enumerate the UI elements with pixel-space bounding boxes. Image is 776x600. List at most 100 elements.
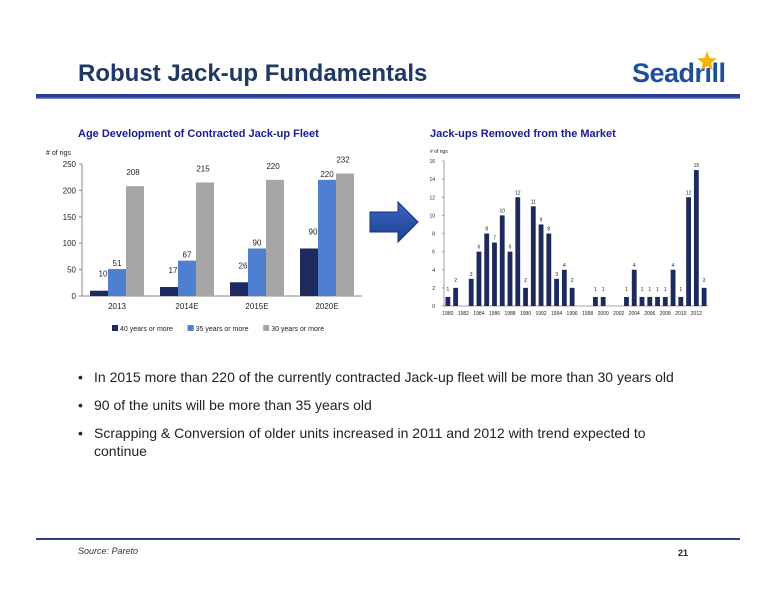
data-label: 8 (547, 227, 550, 233)
y-tick-label: 250 (63, 160, 77, 169)
y-tick-label: 200 (63, 186, 77, 195)
y-tick-label: 4 (432, 268, 435, 274)
bar (108, 269, 126, 296)
bullet-item: • 90 of the units will be more than 35 ye… (78, 397, 372, 413)
data-label: 3 (470, 272, 473, 278)
y-tick-label: 10 (429, 213, 435, 219)
right-chart-title: Jack-ups Removed from the Market (430, 128, 616, 140)
bar (639, 296, 645, 306)
data-label: 2 (571, 278, 574, 284)
bar (499, 215, 505, 306)
y-tick-label: 150 (63, 213, 77, 222)
header-rule (36, 94, 740, 99)
bar (693, 170, 699, 306)
y-tick-label: 2 (432, 286, 435, 292)
data-label: 220 (266, 162, 280, 171)
jackups-removed-chart: # of rigs0246810121416119802198236198487… (429, 149, 708, 317)
y-axis-label: # of rigs (430, 149, 448, 155)
data-label: 215 (196, 164, 210, 173)
data-label: 2 (454, 278, 457, 284)
data-label: 232 (336, 156, 350, 165)
bar (266, 179, 284, 296)
y-tick-label: 0 (72, 292, 77, 301)
data-label: 1 (648, 287, 651, 293)
bar (670, 269, 676, 306)
x-tick-label: 1982 (458, 311, 469, 317)
x-tick-label: 2010 (675, 311, 686, 317)
y-tick-label: 12 (429, 195, 435, 201)
bar (160, 287, 178, 296)
data-label: 4 (672, 263, 675, 269)
arrow-right-icon (369, 200, 419, 244)
bar (468, 278, 474, 306)
star-icon (697, 51, 717, 71)
legend-swatch (263, 325, 270, 331)
page-title: Robust Jack-up Fundamentals (78, 60, 428, 87)
legend-label: 30 years or more (271, 326, 324, 333)
x-tick-label: 2008 (660, 311, 671, 317)
bar (484, 233, 490, 306)
data-label: 6 (478, 245, 481, 251)
data-label: 8 (485, 227, 488, 233)
data-label: 51 (113, 259, 122, 268)
bar (230, 282, 248, 296)
data-label: 1 (602, 287, 605, 293)
x-tick-label: 1980 (442, 311, 453, 317)
bullet-text: 90 of the units will be more than 35 yea… (94, 397, 372, 413)
bar (538, 224, 544, 306)
legend-label: 40 years or more (120, 326, 173, 333)
bar (561, 269, 567, 306)
data-label: 1 (594, 287, 597, 293)
bar (662, 296, 668, 306)
y-axis-label: # of rigs (46, 150, 71, 157)
x-tick-label: 2020E (315, 302, 338, 311)
data-label: 11 (531, 199, 536, 205)
bar (530, 206, 536, 306)
source-note: Source: Pareto (78, 546, 139, 556)
legend-swatch (187, 325, 194, 331)
data-label: 4 (633, 263, 636, 269)
footer-rule (36, 538, 740, 540)
bar (647, 296, 653, 306)
y-tick-label: 8 (432, 232, 435, 238)
y-tick-label: 100 (63, 239, 77, 248)
x-tick-label: 2012 (691, 311, 702, 317)
bar (600, 296, 606, 306)
x-tick-label: 2014E (175, 302, 198, 311)
data-label: 7 (493, 236, 496, 242)
bar (492, 242, 497, 306)
bar (624, 296, 629, 306)
data-label: 15 (694, 163, 700, 169)
page-number: 21 (678, 548, 689, 558)
bar (569, 287, 575, 306)
x-tick-label: 1994 (551, 311, 562, 317)
bar (515, 197, 521, 306)
data-label: 67 (183, 251, 192, 260)
bar (631, 269, 637, 306)
data-label: 6 (509, 245, 512, 251)
bar (178, 260, 196, 296)
x-tick-label: 1984 (473, 311, 484, 317)
bar (686, 197, 691, 306)
data-label: 4 (563, 263, 566, 269)
data-label: 1 (656, 287, 659, 293)
data-label: 10 (499, 208, 505, 214)
bar (196, 182, 214, 296)
bar (655, 296, 660, 306)
x-tick-label: 2006 (644, 311, 655, 317)
y-tick-label: 14 (429, 177, 435, 183)
x-tick-label: 2002 (613, 311, 624, 317)
data-label: 9 (540, 217, 543, 223)
bullet-item: • In 2015 more than 220 of the currently … (78, 369, 674, 385)
legend-swatch (112, 325, 118, 331)
x-tick-label: 2015E (245, 302, 268, 311)
data-label: 208 (126, 168, 140, 177)
bar (126, 186, 144, 296)
bullet-text: Scrapping & Conversion of older units in… (94, 425, 646, 459)
x-tick-label: 2000 (598, 311, 609, 317)
bullet-text: In 2015 more than 220 of the currently c… (94, 369, 674, 385)
x-tick-label: 1998 (582, 311, 593, 317)
y-tick-label: 16 (429, 159, 435, 165)
data-label: 1 (679, 287, 682, 293)
legend-label: 35 years or more (196, 326, 249, 333)
